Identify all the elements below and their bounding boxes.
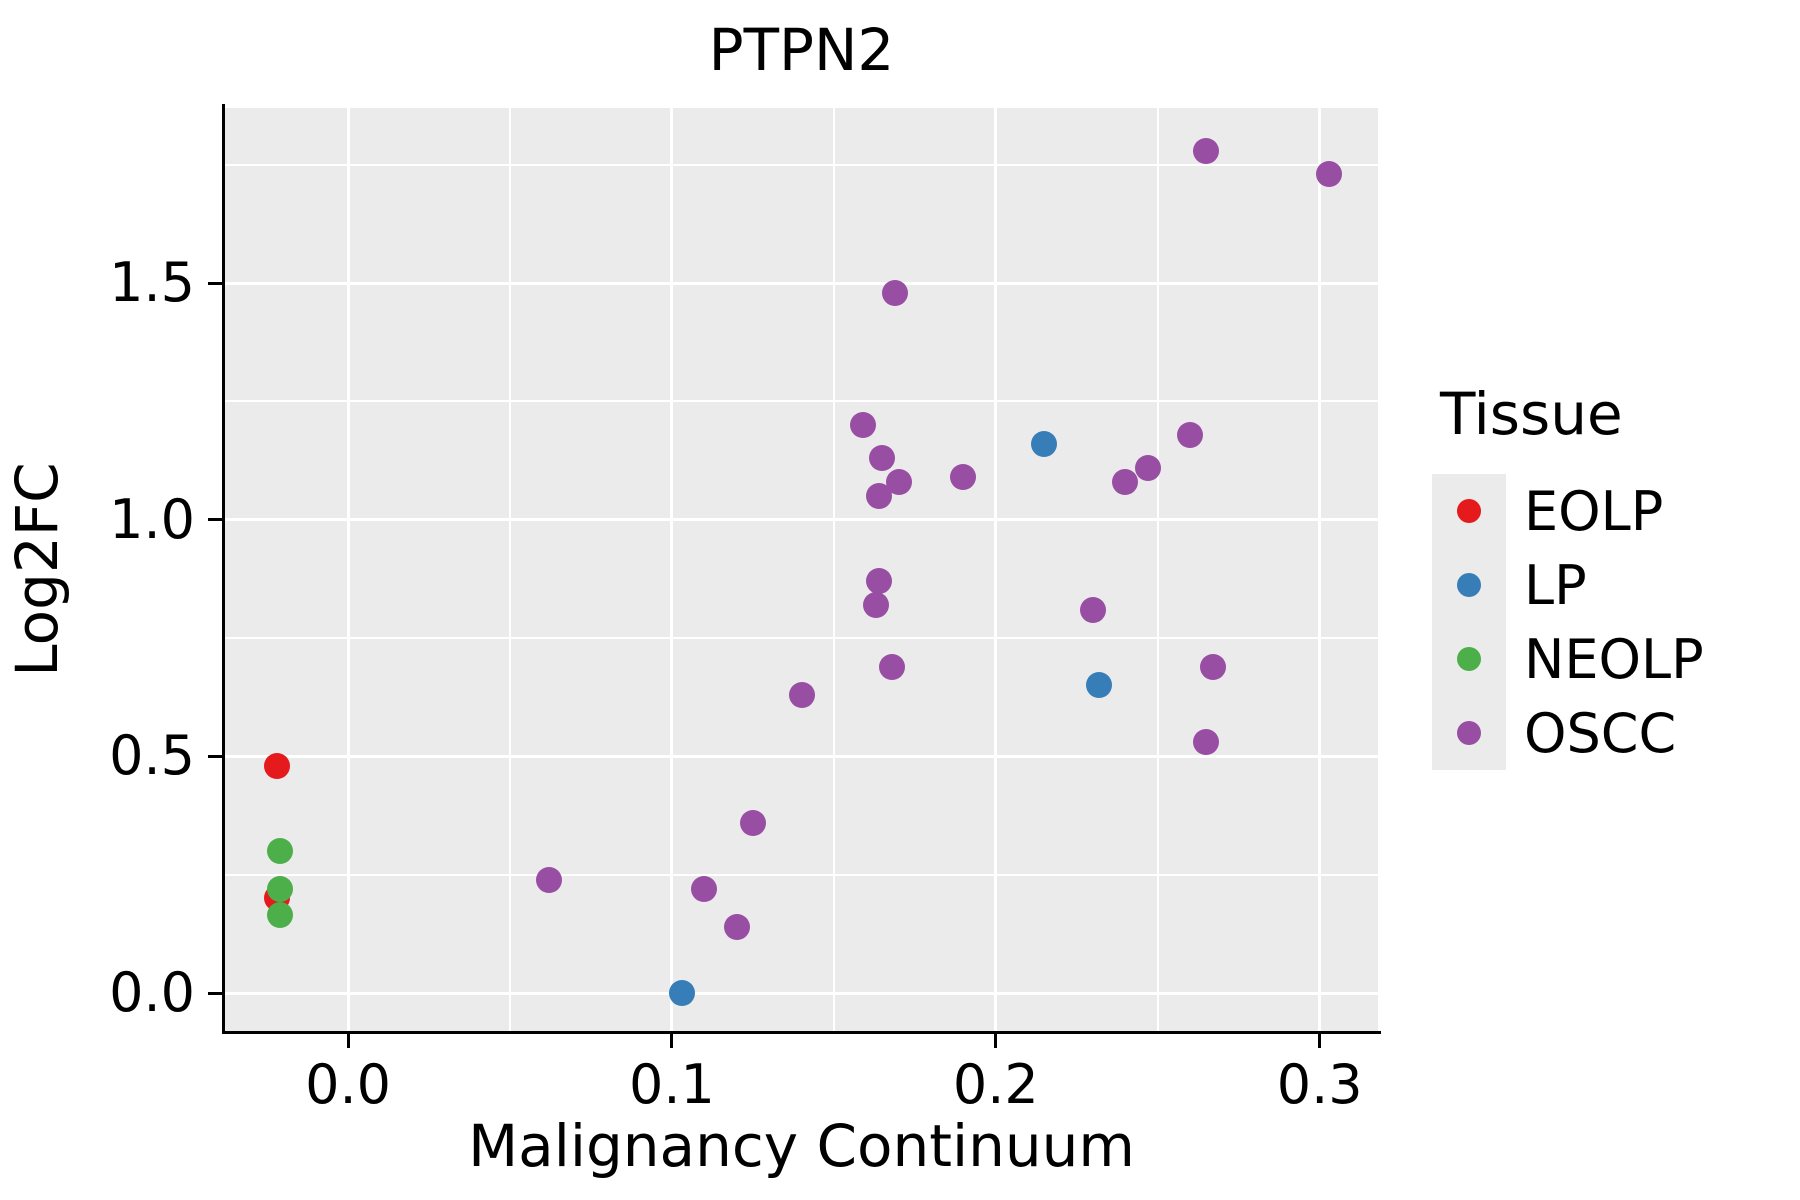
- data-point: [879, 653, 906, 680]
- y-axis-title: Log2FC: [3, 462, 71, 677]
- lp-legend-dot: [1457, 573, 1481, 597]
- data-point: [850, 412, 877, 439]
- data-point: [267, 902, 294, 929]
- y-axis-line: [222, 104, 225, 1034]
- data-point: [1199, 653, 1226, 680]
- x-axis-line: [222, 1031, 1381, 1034]
- data-point: [263, 752, 290, 779]
- major-gridline: [1318, 108, 1322, 1031]
- x-tick-mark: [1318, 1034, 1322, 1048]
- legend-item: EOLP: [1432, 474, 1704, 548]
- x-tick-label: 0.3: [1276, 1053, 1363, 1116]
- data-point: [1177, 421, 1204, 448]
- x-axis-title: Malignancy Continuum: [468, 1112, 1135, 1180]
- major-gridline: [346, 108, 350, 1031]
- legend-label: EOLP: [1524, 479, 1664, 543]
- data-point: [866, 568, 893, 595]
- legend-key: [1432, 696, 1506, 770]
- legend-key: [1432, 474, 1506, 548]
- data-point: [1193, 137, 1220, 164]
- legend: Tissue EOLP LP NEOLP OSCC: [1432, 378, 1704, 770]
- y-tick-mark: [208, 991, 222, 995]
- y-tick-label: 0.5: [109, 724, 195, 788]
- legend-label: OSCC: [1524, 701, 1677, 765]
- legend-key: [1432, 548, 1506, 622]
- chart-title: PTPN2: [708, 16, 895, 84]
- major-gridline: [670, 108, 674, 1031]
- data-point: [1135, 454, 1162, 481]
- x-tick-label: 0.0: [305, 1053, 391, 1116]
- minor-gridline: [225, 163, 1378, 166]
- major-gridline: [225, 281, 1378, 285]
- x-tick-label: 0.2: [952, 1053, 1039, 1116]
- data-point: [1316, 161, 1343, 188]
- legend-label: NEOLP: [1524, 627, 1704, 691]
- y-tick-mark: [208, 281, 222, 285]
- data-point: [882, 279, 909, 306]
- data-point: [1031, 431, 1058, 458]
- data-point: [535, 866, 562, 893]
- minor-gridline: [225, 637, 1378, 640]
- data-point: [723, 913, 750, 940]
- data-point: [1112, 468, 1139, 495]
- plot-panel: [225, 108, 1378, 1031]
- y-tick-mark: [208, 754, 222, 758]
- minor-gridline: [832, 108, 835, 1031]
- minor-gridline: [509, 108, 511, 1031]
- legend-label: LP: [1524, 553, 1587, 617]
- legend-key: [1432, 622, 1506, 696]
- data-point: [1193, 729, 1220, 756]
- major-gridline: [225, 518, 1378, 522]
- x-tick-mark: [346, 1034, 350, 1048]
- legend-item: LP: [1432, 548, 1704, 622]
- major-gridline: [994, 108, 998, 1031]
- neolp-legend-dot: [1457, 647, 1481, 671]
- data-point: [1086, 672, 1113, 699]
- y-tick-label: 1.0: [109, 487, 195, 551]
- data-point: [788, 681, 815, 708]
- minor-gridline: [225, 873, 1378, 876]
- data-point: [866, 483, 893, 510]
- legend-item: NEOLP: [1432, 622, 1704, 696]
- x-tick-mark: [994, 1034, 998, 1048]
- data-point: [739, 809, 766, 836]
- data-point: [267, 876, 294, 902]
- y-tick-label: 1.5: [109, 251, 195, 315]
- y-tick-mark: [208, 518, 222, 522]
- x-tick-mark: [670, 1034, 674, 1048]
- data-point: [267, 838, 294, 865]
- data-point: [691, 876, 718, 902]
- x-tick-label: 0.1: [628, 1053, 715, 1116]
- minor-gridline: [225, 400, 1378, 403]
- legend-title: Tissue: [1440, 380, 1623, 448]
- eolp-legend-dot: [1457, 499, 1481, 523]
- legend-item: OSCC: [1432, 696, 1704, 770]
- minor-gridline: [1156, 108, 1159, 1031]
- data-point: [869, 445, 896, 472]
- data-point: [862, 592, 889, 618]
- oscc-legend-dot: [1457, 721, 1481, 745]
- data-point: [668, 980, 695, 1007]
- data-point: [950, 464, 977, 491]
- data-point: [1079, 596, 1106, 623]
- legend-items: EOLP LP NEOLP OSCC: [1432, 474, 1704, 770]
- y-tick-label: 0.0: [109, 961, 195, 1025]
- major-gridline: [225, 754, 1378, 758]
- major-gridline: [225, 991, 1378, 995]
